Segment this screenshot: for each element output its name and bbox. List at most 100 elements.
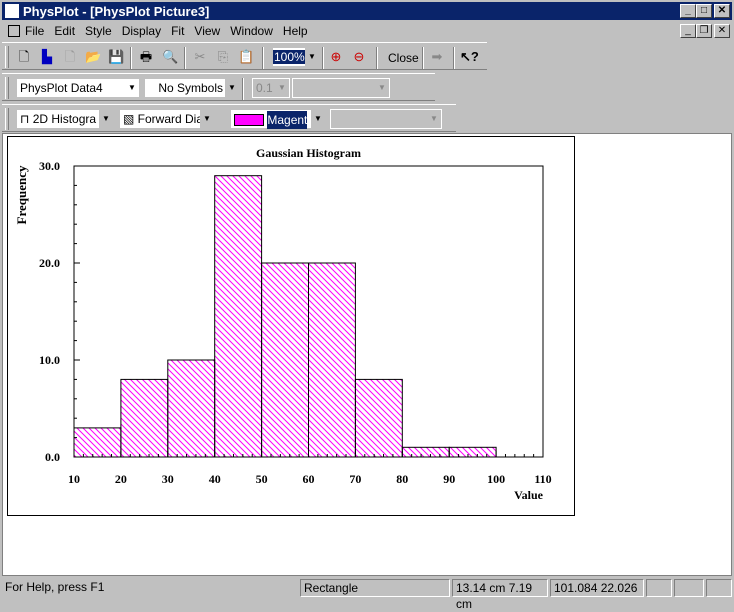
toolbar-grip[interactable] xyxy=(5,77,9,99)
menu-display[interactable]: Display xyxy=(121,24,162,38)
histogram-bar xyxy=(120,378,169,458)
histogram-bar xyxy=(354,378,403,458)
open-icon[interactable]: 📂 xyxy=(85,49,102,64)
fill-pattern-select[interactable]: ▧ Forward Dia ▼ xyxy=(119,109,215,129)
fill-pattern-value: Forward Dia xyxy=(137,112,204,126)
y-tick-label: 0.0 xyxy=(45,450,60,464)
empty-select[interactable]: ▼ xyxy=(292,78,390,98)
cut-icon[interactable]: ✂ xyxy=(194,49,206,64)
chevron-down-icon[interactable]: ▼ xyxy=(225,79,239,97)
menu-help[interactable]: Help xyxy=(282,24,308,38)
arrow-icon[interactable]: ➡ xyxy=(431,49,443,64)
plot-type-select[interactable]: ⊓ 2D Histogra ▼ xyxy=(16,109,114,129)
empty-select-2[interactable]: ▼ xyxy=(330,109,442,129)
status-pane xyxy=(674,579,704,597)
chevron-down-icon[interactable]: ▼ xyxy=(125,79,139,97)
status-value: 101.084 22.026 xyxy=(550,579,644,597)
new-doc-icon[interactable]: 🗋 xyxy=(64,49,76,64)
menu-file[interactable]: File xyxy=(25,24,45,38)
print-preview-icon[interactable]: 🔍 xyxy=(162,49,179,64)
main-toolbar: 🗋 ▙ 🗋 📂 💾 🖶 🔍 ✂ ⎘ 📋 100% ▼ ⊕ ⊖ Close ➡ ↖… xyxy=(2,42,487,70)
x-tick-label: 60 xyxy=(303,472,315,486)
histogram-icon: ⊓ xyxy=(20,112,33,126)
plot-type-value: 2D Histogra xyxy=(32,112,97,126)
x-tick-label: 80 xyxy=(396,472,408,486)
histogram-bar xyxy=(167,359,216,458)
app-icon xyxy=(5,4,19,18)
menu-fit[interactable]: Fit xyxy=(171,24,185,38)
histogram-bar xyxy=(401,446,450,458)
y-tick-label: 10.0 xyxy=(39,353,60,367)
x-tick-label: 110 xyxy=(534,472,551,486)
zoom-value: 100% xyxy=(273,50,306,64)
status-help: For Help, press F1 xyxy=(5,580,105,594)
doc-restore-button[interactable]: ❐ xyxy=(696,24,712,38)
histogram-bar xyxy=(261,262,310,458)
x-tick-label: 10 xyxy=(68,472,80,486)
zoom-in-icon[interactable]: ⊕ xyxy=(330,49,342,64)
context-help-icon[interactable]: ↖? xyxy=(460,49,479,64)
close-plot-button[interactable]: Close xyxy=(388,51,419,65)
status-tool: Rectangle xyxy=(300,579,450,597)
doc-icon[interactable] xyxy=(8,25,20,37)
dataset-select[interactable]: PhysPlot Data4 ▼ xyxy=(16,78,140,98)
menu-edit[interactable]: Edit xyxy=(54,24,76,38)
toolbar-grip[interactable] xyxy=(5,108,9,130)
close-button[interactable]: ✕ xyxy=(714,4,730,18)
window-title: PhysPlot - [PhysPlot Picture3] xyxy=(23,3,210,19)
y-tick-label: 20.0 xyxy=(39,256,60,270)
x-axis-label: Value xyxy=(514,488,544,502)
print-icon[interactable]: 🖶 xyxy=(139,49,153,64)
menu-window[interactable]: Window xyxy=(230,24,273,38)
histogram-chart[interactable]: Gaussian Histogram 10 20 30 40 50 60 70 80 90 100 1… xyxy=(7,136,575,516)
y-axis-label: Frequency xyxy=(14,165,29,224)
chevron-down-icon[interactable]: ▼ xyxy=(275,79,289,97)
color-select[interactable]: Magenta▼ xyxy=(230,109,326,129)
menu-bar: File Edit Style Display Fit View Window … xyxy=(2,21,732,41)
resize-grip[interactable] xyxy=(706,579,732,597)
minimize-button[interactable]: _ xyxy=(680,4,696,18)
size-value: 0.1 xyxy=(256,81,273,95)
zoom-out-icon[interactable]: ⊖ xyxy=(353,49,365,64)
chevron-down-icon[interactable]: ▼ xyxy=(99,110,113,128)
doc-minimize-button[interactable]: _ xyxy=(680,24,696,38)
x-tick-label: 50 xyxy=(256,472,268,486)
chevron-down-icon[interactable]: ▼ xyxy=(427,110,441,128)
histogram-bar xyxy=(448,446,497,458)
x-tick-label: 90 xyxy=(443,472,455,486)
chart-title: Gaussian Histogram xyxy=(256,146,361,160)
status-bar: For Help, press F1 Rectangle 13.14 cm 7.… xyxy=(2,578,732,611)
copy-icon[interactable]: ⎘ xyxy=(217,49,229,64)
data-toolbar: PhysPlot Data4 ▼ No Symbols ▼ 0.1 ▼ ▼ xyxy=(2,73,435,101)
toolbar-grip[interactable] xyxy=(5,46,9,68)
chevron-down-icon[interactable]: ▼ xyxy=(311,110,325,128)
chevron-down-icon[interactable]: ▼ xyxy=(305,48,319,66)
menu-style[interactable]: Style xyxy=(85,24,112,38)
new-plot-icon[interactable]: 🗋 xyxy=(18,49,30,64)
document-area: Gaussian Histogram 10 20 30 40 50 60 70 80 90 100 1… xyxy=(2,133,732,576)
save-icon[interactable]: 💾 xyxy=(108,49,125,64)
x-tick-label: 20 xyxy=(115,472,127,486)
symbols-select[interactable]: No Symbols ▼ xyxy=(144,78,240,98)
maximize-button[interactable]: □ xyxy=(696,4,712,18)
x-tick-label: 40 xyxy=(209,472,221,486)
histogram-bar xyxy=(214,175,263,458)
status-position: 13.14 cm 7.19 cm xyxy=(452,579,548,611)
size-select[interactable]: 0.1 ▼ xyxy=(252,78,290,98)
style-toolbar: ⊓ 2D Histogra▼ ▧ Forward Dia▼ Magenta▼ ▼ xyxy=(2,104,456,132)
histogram-bar xyxy=(73,427,122,458)
x-tick-label: 100 xyxy=(487,472,505,486)
x-tick-label: 30 xyxy=(162,472,174,486)
symbols-value: No Symbols xyxy=(158,81,223,95)
doc-close-button[interactable]: ✕ xyxy=(714,24,730,38)
y-tick-label: 30.0 xyxy=(39,159,60,173)
new-data-icon[interactable]: ▙ xyxy=(42,49,52,64)
color-swatch xyxy=(234,113,264,126)
zoom-select[interactable]: 100% ▼ xyxy=(272,47,320,67)
chevron-down-icon[interactable]: ▼ xyxy=(200,110,214,128)
menu-view[interactable]: View xyxy=(194,24,221,38)
histogram-bar xyxy=(308,262,356,458)
color-value: Magenta xyxy=(267,110,308,129)
chevron-down-icon[interactable]: ▼ xyxy=(375,79,389,97)
paste-icon[interactable]: 📋 xyxy=(238,49,255,64)
